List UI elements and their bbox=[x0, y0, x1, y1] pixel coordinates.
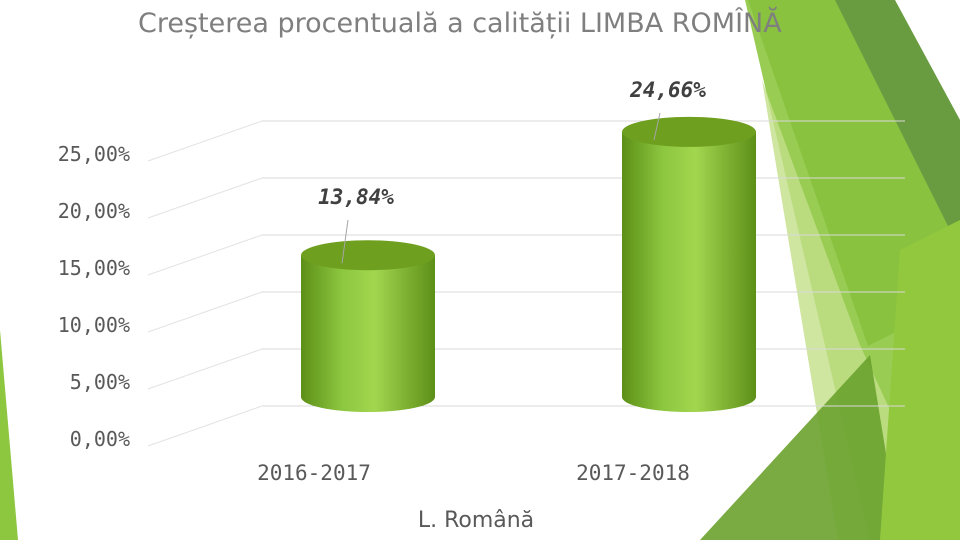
x-axis-label: L. Română bbox=[418, 508, 534, 533]
gridline-depth bbox=[147, 234, 263, 276]
data-labels: 13,84% 24,66% bbox=[318, 78, 706, 264]
chart-title: Creșterea procentuală a calității LIMBA … bbox=[138, 8, 782, 39]
x-tick-labels: 2016-2017 2017-2018 bbox=[257, 461, 690, 485]
bar-top bbox=[622, 116, 756, 147]
bars bbox=[301, 116, 756, 412]
y-tick-label: 20,00% bbox=[58, 199, 130, 223]
x-tick-label: 2017-2018 bbox=[576, 461, 690, 485]
y-tick-label: 0,00% bbox=[70, 427, 130, 451]
data-label: 13,84% bbox=[318, 185, 394, 209]
y-tick-label: 5,00% bbox=[70, 370, 130, 394]
data-label: 24,66% bbox=[629, 78, 706, 102]
chart-plot: 0,00% 5,00% 10,00% 15,00% 20,00% 25,00% 2016-… bbox=[58, 78, 905, 485]
decor-left-edge bbox=[0, 330, 18, 540]
gridline-depth bbox=[147, 177, 263, 219]
bar-body bbox=[301, 255, 435, 412]
decor-triangle-bottom bbox=[700, 355, 900, 540]
y-tick-labels: 0,00% 5,00% 10,00% 15,00% 20,00% 25,00% bbox=[58, 142, 130, 451]
y-tick-label: 15,00% bbox=[58, 256, 130, 280]
gridline-depth bbox=[147, 348, 263, 390]
bar-top bbox=[301, 240, 435, 271]
gridline-depth bbox=[147, 120, 263, 162]
bar-2016-2017 bbox=[301, 240, 435, 412]
bar-body bbox=[622, 131, 756, 412]
y-tick-label: 25,00% bbox=[58, 142, 130, 166]
bar-2017-2018 bbox=[622, 116, 756, 412]
decor-triangle-right bbox=[880, 220, 960, 540]
y-tick-label: 10,00% bbox=[58, 313, 130, 337]
gridline-depth bbox=[147, 405, 263, 447]
data-label-leader bbox=[653, 112, 661, 140]
gridline-depth bbox=[147, 291, 263, 333]
x-tick-label: 2016-2017 bbox=[257, 461, 371, 485]
data-label-leader bbox=[341, 219, 349, 264]
